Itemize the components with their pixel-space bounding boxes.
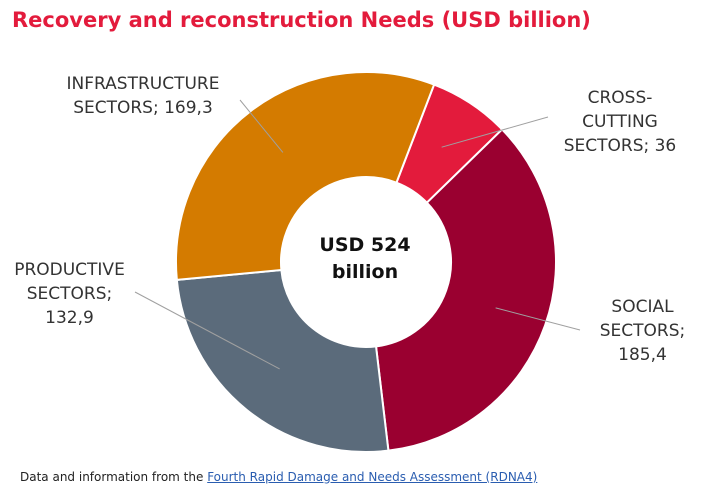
chart-title: Recovery and reconstruction Needs (USD b…	[12, 8, 591, 32]
label-infrastructure: INFRASTRUCTURE SECTORS; 169,3	[58, 72, 228, 120]
source-note: Data and information from the Fourth Rap…	[20, 470, 537, 484]
center-total-line2: billion	[331, 261, 399, 283]
label-infrastructure-line2: SECTORS; 169,3	[73, 98, 213, 118]
source-prefix: Data and information from the	[20, 470, 204, 484]
label-cross-cutting-line1: CROSS-	[587, 88, 653, 108]
center-total-line1: USD 524	[319, 234, 411, 256]
label-productive: PRODUCTIVE SECTORS; 132,9	[2, 258, 137, 330]
label-social: SOCIAL SECTORS; 185,4	[585, 295, 700, 367]
donut-hole	[281, 177, 451, 347]
label-productive-line1: PRODUCTIVE	[14, 260, 125, 280]
label-infrastructure-line1: INFRASTRUCTURE	[66, 74, 220, 94]
label-productive-line3: 132,9	[45, 308, 94, 328]
label-cross-cutting-line2: CUTTING	[582, 112, 658, 132]
label-cross-cutting-line3: SECTORS; 36	[563, 136, 677, 156]
label-cross-cutting: CROSS- CUTTING SECTORS; 36	[555, 86, 685, 158]
label-social-line3: 185,4	[618, 345, 667, 365]
label-social-line1: SOCIAL	[611, 297, 674, 317]
center-total-label: USD 524 billion	[295, 232, 435, 286]
slice-infrastructure-leader-line	[239, 99, 284, 153]
label-productive-line2: SECTORS;	[26, 284, 113, 304]
source-link[interactable]: Fourth Rapid Damage and Needs Assessment…	[207, 470, 538, 484]
slice-social-leader-line	[495, 307, 581, 331]
slice-productive-leader-line	[134, 291, 280, 370]
slice-cross-cutting-leader-line	[441, 116, 549, 148]
label-social-line2: SECTORS;	[599, 321, 686, 341]
